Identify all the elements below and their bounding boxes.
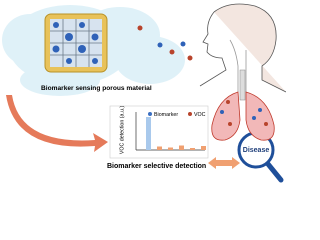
illustration: Biomarker sensing porous material VOC de… [2,3,287,183]
bar [146,117,151,150]
bar [157,146,162,150]
bar [201,146,206,150]
y-axis-label: VOC detection (a.u.) [119,106,125,155]
disease-label: Disease [243,147,270,154]
bar [179,145,184,150]
caption: Biomarker selective detection [107,163,206,170]
legend-label: Biomarker [154,112,178,118]
legend-marker [148,112,152,116]
bar [190,148,195,150]
bar [168,147,173,150]
lungs [211,69,275,141]
page: Biomarker sensing porous material VOC de… [2,3,287,183]
legend-marker [188,112,192,116]
arrow [6,95,108,152]
human [199,3,287,93]
porous-material [44,13,108,73]
legend-label: VOC [194,112,206,118]
double-arrow [208,157,240,169]
molecules [137,25,193,61]
material-label: Biomarker sensing porous material [41,85,152,92]
